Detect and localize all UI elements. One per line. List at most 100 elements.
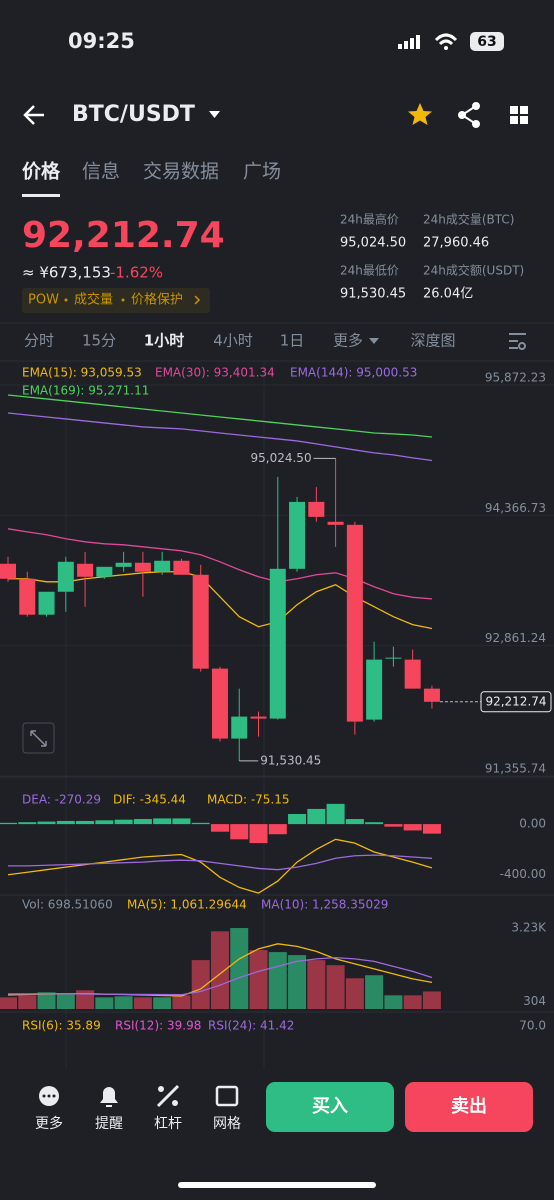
interval[interactable]: 深度图 <box>410 332 455 350</box>
tag[interactable]: 价格保护 <box>131 292 183 308</box>
candle-body <box>385 657 402 659</box>
y-tick-label: 0.00 <box>519 817 546 831</box>
tab[interactable]: 交易数据 <box>143 161 219 183</box>
histogram-bar <box>172 995 191 1009</box>
plots: 95,872.23 94,366.73 92,861.24 91,355.74 EMA(… <box>0 366 554 1033</box>
tool-label[interactable]: 杠杆 <box>154 1116 182 1132</box>
histogram-bar <box>365 975 384 1009</box>
share[interactable] <box>458 102 480 128</box>
tag[interactable]: 成交量 <box>74 292 113 308</box>
candle-body <box>404 659 421 689</box>
histogram-bar <box>133 819 152 825</box>
pair-dropdown[interactable] <box>209 111 220 118</box>
candle-body <box>154 560 171 572</box>
pair-title[interactable]: BTC/USDT <box>72 102 195 127</box>
stat-value: 26.04亿 <box>423 287 473 302</box>
histogram-bar <box>268 824 287 835</box>
candle-body <box>38 591 55 615</box>
candle-body <box>423 688 440 702</box>
indicator-line <box>7 412 433 462</box>
y-tick-label: 70.0 <box>519 1019 546 1033</box>
candle-body <box>57 561 74 592</box>
histogram-bar <box>326 803 345 825</box>
expand-button[interactable] <box>22 722 55 754</box>
candle-body <box>0 563 16 579</box>
signal <box>398 35 420 49</box>
candle-body <box>192 574 209 669</box>
y-tick-label: 95,872.23 <box>485 371 546 385</box>
stat-value: 91,530.45 <box>340 287 406 302</box>
indicator-legend: EMA(15): 93,059.53 <box>22 366 142 380</box>
stat-label: 24h成交额(USDT) <box>423 263 524 278</box>
indicator-line <box>7 838 433 894</box>
indicator-legend: MACD: -75.15 <box>207 793 290 807</box>
candle-body <box>366 659 383 720</box>
tool-label[interactable]: 更多 <box>35 1115 63 1132</box>
interval[interactable]: 1日 <box>280 332 305 350</box>
histogram-bar <box>230 824 249 840</box>
candle-body <box>346 524 363 722</box>
buy-button[interactable] <box>266 1082 394 1132</box>
histogram-bar <box>403 995 422 1009</box>
histogram-bar <box>422 991 441 1009</box>
interval[interactable]: 更多 <box>333 332 363 350</box>
indicator-legend: Vol: 698.51060 <box>22 898 113 912</box>
histogram-bar <box>114 819 133 825</box>
tab[interactable]: 信息 <box>82 161 120 183</box>
indicator-line <box>8 854 432 871</box>
y-tick-label: 3.23K <box>511 921 547 935</box>
indicator-line <box>8 956 433 996</box>
histogram-bar <box>191 960 210 1009</box>
sell-label[interactable]: 卖出 <box>451 1095 487 1117</box>
histogram-bar <box>76 990 95 1009</box>
interval[interactable]: 分时 <box>24 332 54 350</box>
candle-body <box>173 560 190 575</box>
histogram-bar <box>249 950 268 1009</box>
histogram-bar <box>191 822 210 825</box>
histogram-bar <box>133 997 152 1009</box>
favorite[interactable] <box>408 103 432 125</box>
histogram-bar <box>37 992 56 1009</box>
tab[interactable]: 广场 <box>243 161 281 183</box>
histogram-bar <box>403 824 422 831</box>
sell-button[interactable] <box>405 1082 533 1132</box>
tab[interactable]: 价格 <box>22 160 61 183</box>
candle-body <box>115 562 132 567</box>
histogram-bar <box>288 955 307 1009</box>
indicator-legend: RSI(12): 39.98 <box>115 1019 201 1033</box>
histogram-bar <box>37 821 56 825</box>
stat-label: 24h最低价 <box>340 264 399 278</box>
tab-underline <box>22 194 60 197</box>
back-button[interactable] <box>23 105 44 125</box>
interval[interactable]: 4小时 <box>213 332 253 350</box>
annotation-label: 95,024.50 <box>251 451 312 465</box>
tag[interactable]: POW <box>28 293 59 308</box>
indicator-legend: EMA(169): 95,271.11 <box>22 384 149 398</box>
histogram-bar <box>18 822 37 825</box>
stat-value: 95,024.50 <box>340 236 406 251</box>
fiat-price: ≈ ¥673,153 <box>22 264 111 282</box>
buy-label[interactable]: 买入 <box>312 1096 348 1117</box>
y-tick-label: 92,861.24 <box>485 631 546 645</box>
histogram-bar <box>210 931 229 1009</box>
more-dropdown[interactable] <box>369 338 379 344</box>
histogram-bar <box>210 824 229 832</box>
histogram-bar <box>18 995 37 1009</box>
tool-label[interactable]: 提醒 <box>95 1116 123 1132</box>
layout-menu[interactable] <box>510 106 528 124</box>
interval-active[interactable]: 1小时 <box>144 332 184 350</box>
candle-body <box>327 521 344 525</box>
indicator-legend: MA(5): 1,061.29644 <box>127 898 247 912</box>
interval[interactable]: 15分 <box>82 332 116 350</box>
tag-separator <box>64 298 68 302</box>
tool-label[interactable]: 网格 <box>213 1116 241 1132</box>
chart-settings[interactable] <box>509 333 526 350</box>
tag-strip[interactable] <box>22 288 210 313</box>
histogram-bar <box>365 822 384 825</box>
histogram-bar <box>153 818 172 825</box>
clock: 09:25 <box>68 29 135 53</box>
candle-body <box>231 716 248 739</box>
stat-label: 24h成交量(BTC) <box>423 212 514 227</box>
stat-label: 24h最高价 <box>340 212 399 227</box>
